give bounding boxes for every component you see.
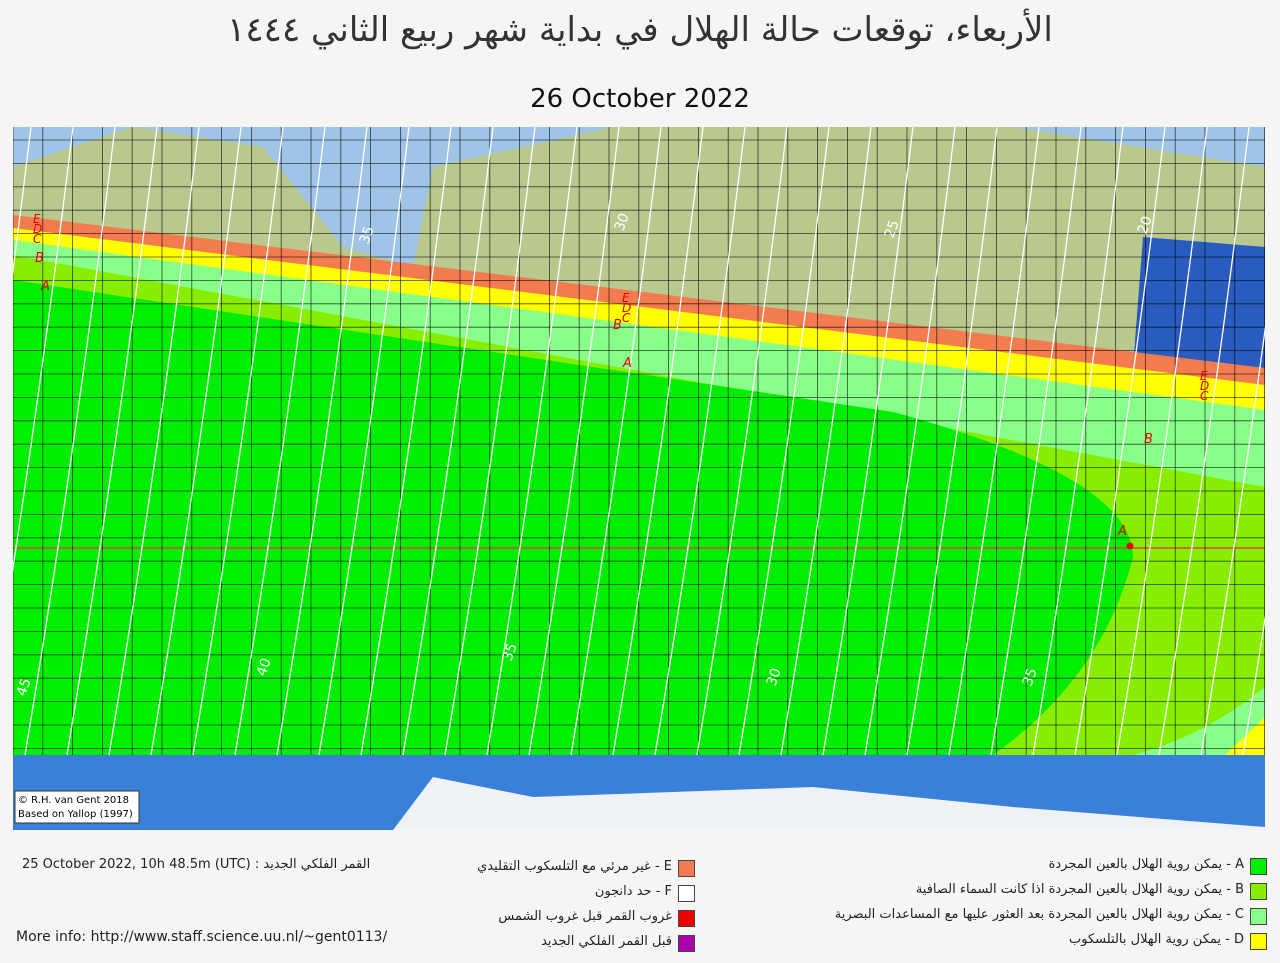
contour-line — [66, 127, 158, 756]
zone-label: A — [40, 279, 50, 294]
legend-swatch — [1250, 858, 1267, 875]
zone-label: E — [622, 291, 630, 305]
contour-line — [13, 127, 32, 276]
contour-label: 30 — [612, 211, 633, 233]
contour-label: 20 — [1135, 214, 1156, 236]
legend-swatch — [1250, 908, 1267, 925]
contour-line — [570, 127, 662, 756]
contour-label: 35 — [1020, 666, 1041, 688]
contour-line — [402, 127, 494, 756]
credit: Based on Yallop (1997) — [18, 809, 133, 820]
antarctica — [393, 777, 1265, 830]
contour-line — [1200, 325, 1265, 756]
contour-line — [738, 127, 830, 756]
zone-label: E — [33, 212, 41, 226]
legend-swatch — [678, 910, 695, 927]
contour-line — [612, 127, 704, 756]
contour-line — [486, 127, 578, 756]
contour-line — [13, 127, 74, 572]
legend-swatch — [678, 935, 695, 952]
contour-line — [24, 127, 116, 756]
map-layers — [13, 127, 1265, 830]
contours — [13, 127, 1265, 756]
contour-line — [780, 127, 872, 756]
title: الأربعاء، توقعات حالة الهلال في بداية شه… — [227, 10, 1053, 50]
contour-line — [1242, 615, 1265, 756]
grid — [13, 127, 1265, 755]
new-moon: 25 October 2022, 10h 48.5m (UTC) : القمر… — [22, 857, 371, 872]
legend-label: D - يمكن روية الهلال بالتلسكوب — [1069, 932, 1244, 947]
more-info: More info: http://www.staff.science.uu.n… — [16, 929, 388, 945]
zone-a — [13, 280, 1133, 755]
legend-swatch — [1250, 883, 1267, 900]
marker — [1126, 542, 1134, 550]
zone-label: E — [1200, 369, 1208, 383]
contour-label: 25 — [882, 218, 903, 240]
contour-label: 30 — [764, 666, 785, 688]
contour-line — [528, 127, 620, 756]
credit-box — [14, 790, 140, 824]
zone-label: B — [35, 251, 44, 266]
legend-swatch — [678, 885, 695, 902]
contour-line — [192, 127, 284, 756]
zone-label: C — [33, 232, 42, 246]
zone-label: D — [1200, 379, 1209, 393]
contour-line — [1116, 127, 1208, 756]
contour-line — [1032, 127, 1124, 756]
contour-line — [1074, 127, 1166, 756]
contour-line — [864, 127, 956, 756]
contour-label: 35 — [357, 224, 378, 246]
legend-label: C - يمكن روية الهلال بالعين المجردة بعد … — [834, 907, 1244, 922]
contour-line — [234, 127, 326, 756]
contour-line — [696, 127, 788, 756]
legend-label: غروب القمر قبل غروب الشمس — [498, 909, 672, 924]
legend-label: قبل القمر الفلكي الجديد — [541, 934, 672, 949]
contour-line — [906, 127, 998, 756]
zone-label: B — [613, 318, 622, 333]
legend-label: B - يمكن روية الهلال بالعين المجردة اذا … — [915, 882, 1244, 897]
contour-line — [1158, 127, 1250, 756]
zone-label: C — [622, 311, 631, 325]
legend-swatch — [1250, 933, 1267, 950]
legend-label: A - يمكن روية الهلال بالعين المجردة — [1048, 857, 1244, 872]
contour-label: 40 — [254, 656, 275, 678]
contour-line — [990, 127, 1082, 756]
contour-line — [654, 127, 746, 756]
contour-label: 35 — [500, 641, 521, 663]
date: 26 October 2022 — [530, 84, 750, 114]
contour-line — [276, 127, 368, 756]
contour-line — [444, 127, 536, 756]
zone-label: D — [622, 301, 631, 315]
contour-line — [150, 127, 242, 756]
contour-line — [822, 127, 914, 756]
zone-label: D — [33, 222, 42, 236]
zone-label: A — [622, 356, 632, 371]
contour-line — [948, 127, 1040, 756]
contour-line — [360, 127, 452, 756]
contour-line — [318, 127, 410, 756]
zone-label: A — [1117, 524, 1127, 539]
zone-label: C — [1200, 389, 1209, 403]
contour-label: 45 — [14, 676, 35, 698]
legend-swatch — [678, 860, 695, 877]
credit: © R.H. van Gent 2018 — [18, 795, 129, 806]
legend-label: F - حد دانجون — [594, 884, 672, 899]
zone-label: B — [1144, 432, 1153, 447]
legend-label: E - غير مرئي مع التلسكوب التقليدي — [477, 859, 672, 874]
contour-line — [108, 127, 200, 756]
